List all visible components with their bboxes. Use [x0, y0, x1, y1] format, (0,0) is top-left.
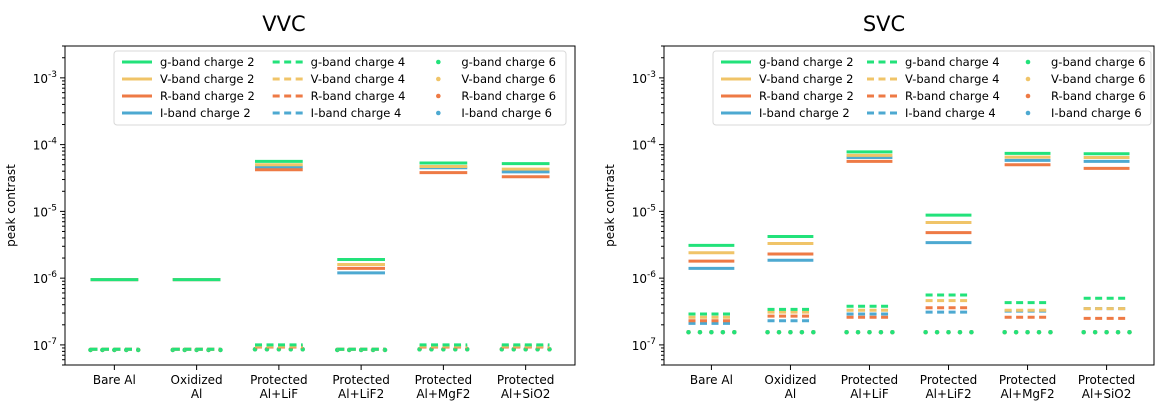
- x-tick-label: Protected Al+LiF: [250, 373, 307, 401]
- legend-label-g-band-charge-2: g-band charge 2: [759, 55, 854, 69]
- g-band-charge-6-point: [799, 329, 805, 335]
- legend: g-band charge 2 g-band charge 4 g-band cha…: [113, 50, 567, 126]
- y-tick-label: 10-4: [33, 137, 58, 153]
- legend-label-v-band-charge-6: V-band charge 6: [461, 72, 555, 86]
- x-tick-label: Protected Al+MgF2: [999, 373, 1056, 401]
- legend-label-g-band-charge-6: g-band charge 6: [1051, 55, 1146, 69]
- legend-marker-g-band-charge-6: [436, 59, 441, 65]
- x-tick-label: Oxidized Al: [171, 373, 223, 401]
- legend-label-r-band-charge-4: R-band charge 4: [311, 89, 406, 103]
- legend-marker-v-band-charge-6: [436, 76, 441, 82]
- g-band-charge-6-point: [1002, 329, 1007, 335]
- legend-frame: [712, 50, 1152, 126]
- legend-label-i-band-charge-4: I-band charge 4: [905, 106, 996, 120]
- y-axis-label: peak contrast: [603, 164, 617, 247]
- legend: g-band charge 2 g-band charge 4 g-band cha…: [712, 50, 1152, 126]
- g-band-charge-6-point: [811, 329, 816, 335]
- g-band-charge-6-point: [1036, 329, 1042, 335]
- legend-marker-i-band-charge-6: [436, 110, 441, 116]
- x-tick-label: Protected Al+MgF2: [415, 373, 472, 401]
- g-band-charge-6-point: [867, 329, 872, 335]
- legend-marker-r-band-charge-6: [1025, 93, 1031, 99]
- y-tick-label: 10-3: [632, 70, 656, 86]
- legend-label-i-band-charge-2: I-band charge 2: [160, 106, 251, 120]
- g-band-charge-6-point: [732, 329, 737, 335]
- legend-label-i-band-charge-6: I-band charge 6: [1051, 106, 1142, 120]
- y-tick-label: 10-5: [632, 203, 656, 219]
- legend-label-i-band-charge-4: I-band charge 4: [311, 106, 402, 120]
- legend-marker-g-band-charge-6: [1025, 59, 1031, 65]
- legend-label-g-band-charge-6: g-band charge 6: [461, 55, 556, 69]
- g-band-charge-6-point: [720, 329, 726, 335]
- g-band-charge-6-point: [1081, 329, 1086, 335]
- legend-label-v-band-charge-4: V-band charge 4: [311, 72, 405, 86]
- legend-label-v-band-charge-2: V-band charge 2: [160, 72, 254, 86]
- plot-frame: [663, 45, 1155, 366]
- x-tick-label: Bare Al: [690, 373, 733, 387]
- y-tick-label: 10-7: [632, 337, 656, 353]
- x-tick-label: Bare Al: [93, 373, 136, 387]
- legend-label-r-band-charge-2: R-band charge 2: [759, 89, 854, 103]
- g-band-charge-6-point: [1048, 329, 1053, 335]
- legend-label-g-band-charge-4: g-band charge 4: [905, 55, 1000, 69]
- legend-label-r-band-charge-4: R-band charge 4: [905, 89, 1000, 103]
- g-band-charge-6-point: [776, 329, 782, 335]
- g-band-charge-6-point: [844, 329, 849, 335]
- y-axis-label: peak contrast: [4, 164, 18, 247]
- y-tick-label: 10-6: [33, 270, 58, 286]
- legend-label-g-band-charge-2: g-band charge 2: [160, 55, 255, 69]
- g-band-charge-6-point: [890, 329, 895, 335]
- g-band-charge-6-point: [765, 329, 770, 335]
- chart-title-svc: SVC: [863, 12, 905, 36]
- x-tick-label: Protected Al+LiF2: [920, 373, 977, 401]
- legend-marker-v-band-charge-6: [1025, 76, 1031, 82]
- x-tick-label: Protected Al+LiF2: [332, 373, 389, 401]
- y-tick-label: 10-7: [33, 337, 57, 353]
- legend-label-r-band-charge-6: R-band charge 6: [461, 89, 556, 103]
- legend-label-i-band-charge-2: I-band charge 2: [759, 106, 850, 120]
- legend-marker-i-band-charge-6: [1025, 110, 1031, 116]
- legend-label-v-band-charge-6: V-band charge 6: [1051, 72, 1145, 86]
- g-band-charge-6-point: [788, 329, 793, 335]
- legend-label-g-band-charge-4: g-band charge 4: [311, 55, 406, 69]
- g-band-charge-6-point: [878, 329, 884, 335]
- g-band-charge-6-point: [686, 329, 691, 335]
- svc-panel: 10-7 10-6 10-5 10-4 10-3 peak contrast Bare Al…: [603, 45, 1155, 401]
- g-band-charge-6-point: [946, 329, 951, 335]
- g-band-charge-6-point: [957, 329, 963, 335]
- y-tick-label: 10-5: [33, 203, 57, 219]
- g-band-charge-6-point: [1104, 329, 1109, 335]
- legend-frame: [113, 50, 567, 126]
- y-tick-label: 10-4: [632, 137, 657, 153]
- legend-label-v-band-charge-2: V-band charge 2: [759, 72, 853, 86]
- legend-label-v-band-charge-4: V-band charge 4: [905, 72, 999, 86]
- g-band-charge-6-point: [855, 329, 861, 335]
- legend-label-i-band-charge-6: I-band charge 6: [461, 106, 552, 120]
- chart-title-vvc: VVC: [262, 12, 305, 36]
- plot-frame: [64, 45, 576, 366]
- g-band-charge-6-point: [923, 329, 928, 335]
- legend-label-r-band-charge-2: R-band charge 2: [160, 89, 255, 103]
- g-band-charge-6-point: [1013, 329, 1019, 335]
- g-band-charge-6-point: [1127, 329, 1132, 335]
- g-band-charge-6-point: [1025, 329, 1030, 335]
- x-tick-label: Oxidized Al: [764, 373, 816, 401]
- x-tick-label: Protected Al+SiO2: [497, 373, 554, 401]
- vvc-panel: 10-7 10-6 10-5 10-4 10-3 peak contrast Bare Al…: [4, 45, 576, 401]
- x-tick-label: Protected Al+LiF: [841, 373, 898, 401]
- g-band-charge-6-point: [1115, 329, 1121, 335]
- g-band-charge-6-point: [1092, 329, 1098, 335]
- legend-marker-r-band-charge-6: [436, 93, 441, 99]
- legend-label-r-band-charge-6: R-band charge 6: [1051, 89, 1146, 103]
- y-tick-label: 10-6: [632, 270, 657, 286]
- g-band-charge-6-point: [969, 329, 974, 335]
- y-tick-label: 10-3: [33, 70, 57, 86]
- g-band-charge-6-point: [709, 329, 714, 335]
- g-band-charge-6-point: [934, 329, 940, 335]
- g-band-charge-6-point: [697, 329, 703, 335]
- x-tick-label: Protected Al+SiO2: [1078, 373, 1135, 401]
